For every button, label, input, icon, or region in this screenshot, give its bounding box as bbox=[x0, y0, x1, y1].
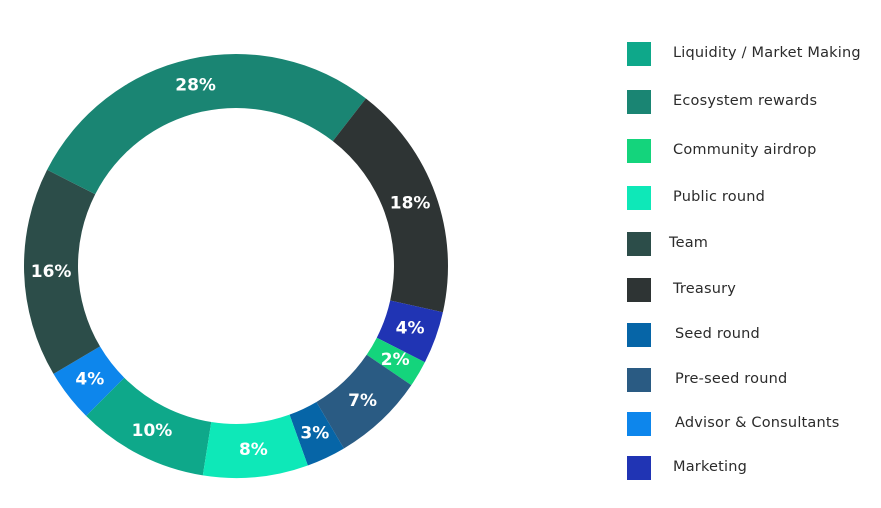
donut-slice bbox=[366, 337, 425, 386]
slice-percent-label: 18% bbox=[390, 193, 431, 213]
donut-slice bbox=[47, 53, 366, 195]
slice-percent-label: 3% bbox=[300, 423, 329, 443]
slice-percent-label: 10% bbox=[132, 421, 173, 441]
donut-slice bbox=[332, 98, 448, 313]
donut-labels: 10% 4% 16% 28% 18% 4% 2% 7% 3% 8% bbox=[31, 76, 431, 461]
donut-slice bbox=[86, 377, 212, 476]
slice-percent-label: 7% bbox=[348, 391, 377, 411]
donut-slice bbox=[376, 300, 443, 363]
donut-slices bbox=[23, 53, 448, 479]
slice-percent-label: 8% bbox=[239, 440, 268, 460]
slice-percent-label: 16% bbox=[31, 262, 72, 282]
donut-slice bbox=[23, 169, 101, 374]
slice-percent-label: 28% bbox=[175, 76, 216, 96]
donut-slice bbox=[53, 346, 125, 416]
donut-slice bbox=[316, 354, 412, 449]
slice-percent-label: 4% bbox=[396, 319, 425, 339]
slice-percent-label: 2% bbox=[381, 350, 410, 370]
slice-percent-label: 4% bbox=[75, 369, 104, 389]
donut-slice bbox=[289, 401, 344, 466]
donut-slice bbox=[202, 414, 308, 479]
